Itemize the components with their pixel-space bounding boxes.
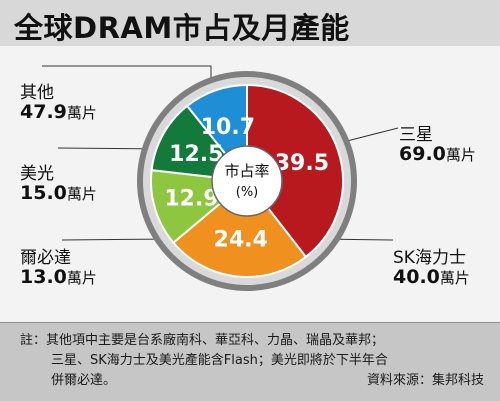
center-hole — [211, 145, 283, 217]
center-sublabel: (%) — [236, 185, 259, 200]
label-samsung-capacity-value: 69.0 — [399, 142, 446, 165]
slice-value-elpida: 12.9 — [164, 187, 218, 212]
label-others-name: 其他 — [20, 83, 54, 103]
label-elpida-capacity-value: 13.0 — [20, 265, 67, 288]
label-hynix-name: SK海力士 — [393, 248, 466, 268]
label-hynix-capacity-value: 40.0 — [393, 265, 440, 288]
label-others-capacity-value: 47.9 — [20, 100, 67, 123]
label-samsung: 三星 69.0萬片 — [399, 125, 476, 165]
label-hynix-unit: 萬片 — [439, 268, 470, 287]
footnote-line-1: 註：其他項中主要是台系廠南科、華亞科、力晶、瑞晶及華邦； — [20, 333, 385, 348]
label-elpida: 爾必達 13.0萬片 — [20, 248, 97, 288]
pie-slice-hynix — [172, 179, 308, 278]
source-note: 資料來源：集邦科技 — [366, 373, 484, 388]
label-samsung-unit: 萬片 — [445, 145, 476, 164]
footnote: 註：其他項中主要是台系廠南科、華亞科、力晶、瑞晶及華邦； 三星、SK海力士及美光… — [0, 322, 500, 401]
chart-title: 全球DRAM市占及月產能 — [14, 11, 350, 45]
leader-line-samsung — [346, 127, 399, 142]
label-hynix-capacity: 40.0萬片 — [393, 265, 470, 288]
slice-value-others: 10.7 — [201, 115, 255, 140]
label-samsung-capacity: 69.0萬片 — [399, 142, 476, 165]
label-micron-capacity: 15.0萬片 — [20, 181, 97, 204]
pie-slice-samsung — [246, 83, 344, 259]
leader-line-others — [42, 65, 212, 86]
label-micron-name: 美光 — [20, 164, 54, 184]
label-others-unit: 萬片 — [66, 103, 97, 122]
label-hynix: SK海力士 40.0萬片 — [393, 248, 470, 288]
label-micron-capacity-value: 15.0 — [20, 181, 67, 204]
footnote-line-3: 併爾必達。 — [51, 373, 117, 388]
pie-value-labels: 39.5 24.4 12.9 12.510.7 — [164, 115, 329, 253]
center-label: 市占率 — [224, 162, 269, 180]
label-others: 其他 47.9萬片 — [20, 83, 97, 123]
slice-value-samsung: 39.5 — [275, 151, 329, 176]
slice-value-hynix: 24.4 — [214, 228, 268, 253]
label-others-capacity: 47.9萬片 — [20, 100, 97, 123]
label-elpida-capacity: 13.0萬片 — [20, 265, 97, 288]
footnote-line-2: 三星、SK海力士及美光產能含Flash；美光即將於下半年合 — [51, 353, 388, 368]
label-elpida-unit: 萬片 — [66, 268, 97, 287]
slice-value-micron: 12.5 — [169, 142, 223, 167]
label-elpida-name: 爾必達 — [20, 248, 71, 268]
label-samsung-name: 三星 — [399, 125, 433, 145]
label-micron: 美光 15.0萬片 — [20, 164, 97, 204]
label-micron-unit: 萬片 — [66, 184, 97, 203]
